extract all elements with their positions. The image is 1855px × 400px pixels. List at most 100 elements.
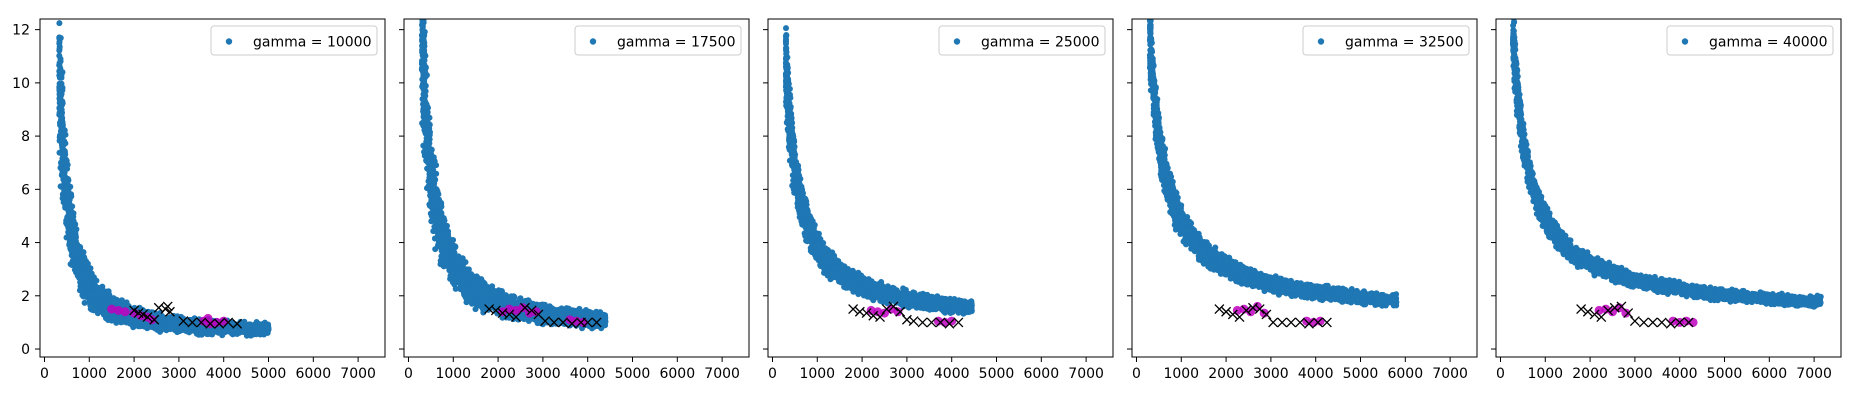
data-point [66,241,73,248]
x-marker [187,317,198,328]
data-point [88,304,95,311]
x-marker-stroke [214,318,225,329]
data-point [81,299,88,306]
data-point [168,321,175,328]
highlight-point [113,305,123,315]
data-point [420,56,427,63]
data-point [62,131,69,138]
data-point [56,84,63,90]
highlight-point [219,316,229,326]
data-point [420,75,427,82]
x-tick-label: 2000 [116,366,152,382]
axes-frame [39,18,386,358]
data-point [81,255,87,262]
data-point [56,96,63,103]
data-point [75,267,82,274]
data-point [97,306,104,312]
data-point [72,235,79,242]
highlight-point [120,307,130,317]
data-point [56,34,63,41]
data-point [469,300,475,307]
data-point [158,321,164,327]
data-point [92,290,99,297]
x-marker [196,317,207,328]
data-point [59,158,66,165]
y-tick-label: 8 [21,129,30,145]
x-marker [162,301,173,312]
data-point [66,203,72,210]
x-marker-stroke [149,314,160,325]
data-point [85,282,92,289]
data-point [419,22,426,29]
x-marker [232,318,243,329]
plot-area [56,20,272,339]
y-tick-label: 10 [12,76,30,92]
x-marker-stroke [129,305,140,316]
data-point [171,315,178,321]
data-point [63,197,70,204]
data-point [157,310,163,316]
data-point [198,331,205,338]
x-marker [214,318,225,329]
x-marker [129,305,140,316]
data-point [186,320,193,327]
legend-marker [225,38,233,45]
x-marker-stroke [178,316,189,327]
highlight-point [107,304,117,314]
data-point [57,132,63,139]
x-tick-label: 4000 [206,366,242,382]
data-point [80,293,87,300]
y-tick-label: 2 [21,289,30,305]
x-tick-label: 6000 [295,366,331,382]
x-tick-label: 1000 [71,366,107,382]
data-point [60,171,67,178]
data-point [541,301,548,308]
data-point [68,232,75,238]
data-point [119,318,126,325]
data-point [74,250,81,257]
data-point [76,287,83,294]
data-point [93,277,100,284]
data-point [63,177,70,184]
data-point [68,262,75,268]
x-marker-stroke [232,318,243,329]
data-point [92,283,99,290]
data-point [61,152,68,159]
data-point [67,214,74,221]
data-point [78,277,85,284]
data-point [430,228,437,235]
data-point [99,299,106,306]
x-marker [164,306,175,317]
data-point [57,67,64,73]
x-marker-stroke [205,318,216,329]
data-point [125,319,132,326]
data-point [226,325,233,332]
data-point [247,321,254,328]
panels: 0 1000 2000 3000 4000 5000 6000 7000024681012ga… [12,18,1842,382]
highlight-point [203,313,213,323]
legend: gamma = 10000 [210,25,378,56]
legend-label: gamma = 10000 [253,35,372,51]
data-point [112,298,119,305]
data-point [499,314,506,321]
data-point [132,320,139,327]
y-tick-label: 0 [21,342,30,358]
data-point [208,327,215,334]
x-marker-stroke [187,317,198,328]
data-point [58,115,65,121]
data-point [61,166,68,173]
data-point [60,126,67,133]
y-tick-label: 6 [21,182,30,198]
x-marker [223,317,234,328]
data-point [452,285,459,292]
data-point [65,186,72,193]
data-point [56,60,63,66]
data-point [66,220,73,226]
data-point [64,192,71,199]
data-point [68,252,75,259]
data-point [56,46,63,52]
x-marker-stroke [223,317,234,328]
data-point [58,138,65,145]
